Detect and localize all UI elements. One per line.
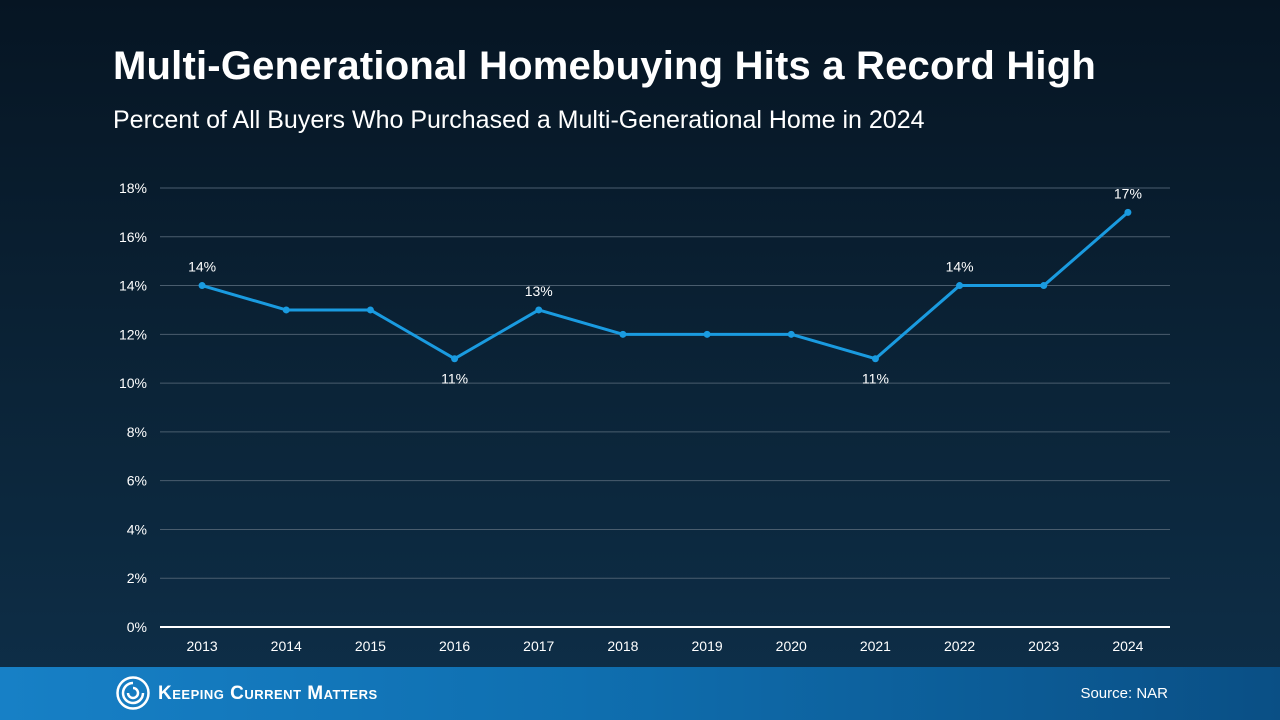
x-tick-label: 2015 [355, 638, 386, 654]
data-point [787, 330, 795, 338]
x-tick-label: 2016 [439, 638, 470, 654]
data-point [1040, 282, 1048, 290]
y-tick-label: 10% [119, 375, 147, 391]
data-label: 14% [946, 259, 974, 275]
logo-text: Keeping Current Matters [158, 683, 378, 704]
x-tick-label: 2019 [692, 638, 723, 654]
x-tick-label: 2023 [1028, 638, 1059, 654]
data-point [366, 306, 374, 314]
data-point [956, 282, 964, 290]
x-tick-label: 2021 [860, 638, 891, 654]
x-tick-label: 2014 [271, 638, 302, 654]
x-tick-label: 2020 [776, 638, 807, 654]
y-tick-label: 14% [119, 278, 147, 294]
logo-icon [116, 676, 150, 710]
data-point [282, 306, 290, 314]
chart-title: Multi-Generational Homebuying Hits a Rec… [113, 44, 1097, 88]
y-tick-label: 16% [119, 229, 147, 245]
series-line [200, 210, 1130, 361]
x-tick-label: 2024 [1112, 638, 1143, 654]
x-tick-label: 2013 [187, 638, 218, 654]
data-point [619, 330, 627, 338]
y-tick-label: 4% [127, 521, 147, 537]
y-tick-label: 0% [127, 619, 147, 635]
y-tick-label: 2% [127, 570, 147, 586]
line-chart: 0% 2% 4% 6% 8% 10% 12% 14% 16% 18% 2013 2014 2015 201… [119, 180, 1170, 654]
data-point [535, 306, 543, 314]
x-tick-label: 2022 [944, 638, 975, 654]
data-point [451, 355, 459, 363]
y-tick-label: 8% [127, 424, 147, 440]
x-tick-label: 2017 [523, 638, 554, 654]
data-label: 13% [525, 283, 553, 299]
footer-bar: Keeping Current Matters Source: NAR [0, 667, 1280, 720]
data-point [1124, 208, 1132, 216]
data-point [703, 330, 711, 338]
data-label: 17% [1114, 185, 1142, 201]
data-point [871, 355, 879, 363]
source-note: Source: NAR [1080, 685, 1168, 702]
data-label: 11% [862, 371, 889, 387]
y-tick-label: 12% [119, 326, 147, 342]
data-point [198, 282, 206, 290]
y-tick-label: 18% [119, 180, 147, 196]
chart-subtitle: Percent of All Buyers Who Purchased a Mu… [113, 106, 925, 134]
data-label: 11% [441, 371, 468, 387]
data-label: 14% [188, 259, 216, 275]
y-tick-label: 6% [127, 473, 147, 489]
x-tick-label: 2018 [607, 638, 638, 654]
